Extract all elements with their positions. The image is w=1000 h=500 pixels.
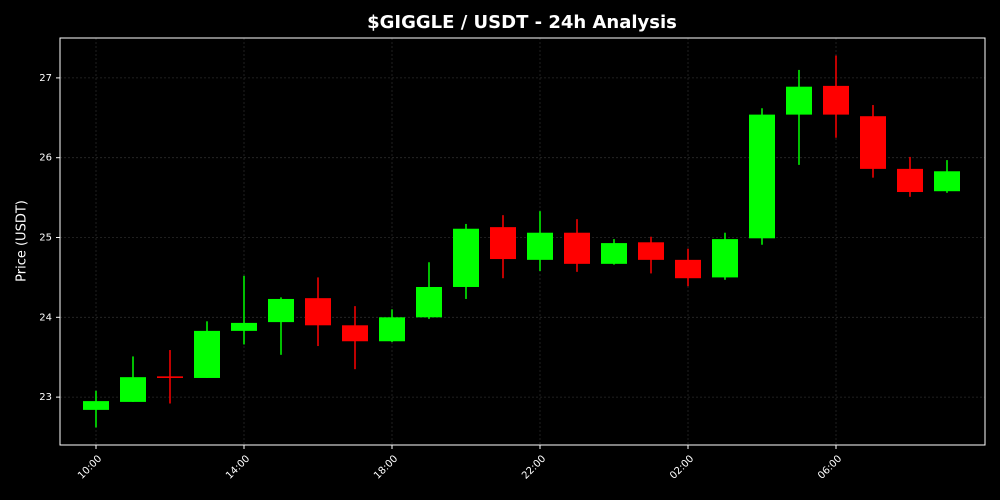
candle-body (490, 227, 516, 260)
candle-body (564, 232, 590, 264)
candle-body (268, 298, 294, 323)
y-tick-label: 23 (39, 392, 52, 403)
candle-body (897, 168, 923, 193)
candle-body (638, 242, 664, 260)
candle-body (749, 114, 775, 239)
candle-body (712, 239, 738, 278)
candle-body (453, 228, 479, 287)
y-tick-label: 24 (39, 312, 52, 323)
candle-body (416, 286, 442, 318)
y-tick-label: 25 (39, 233, 52, 244)
candle-body (379, 317, 405, 342)
y-tick-label: 26 (39, 153, 52, 164)
candle-body (823, 85, 849, 115)
candle-body (527, 232, 553, 260)
candle-body (934, 171, 960, 192)
candle-body (786, 86, 812, 115)
candle-body (157, 376, 183, 378)
chart-title: $GIGGLE / USDT - 24h Analysis (367, 12, 677, 33)
y-axis-title: Price (USDT) (15, 200, 30, 282)
candle-body (342, 325, 368, 342)
candle-body (305, 298, 331, 326)
candle-body (860, 116, 886, 169)
candle-body (601, 243, 627, 264)
candle-body (231, 322, 257, 331)
candle-body (675, 259, 701, 279)
y-tick-label: 27 (39, 73, 52, 84)
candle-body (83, 401, 109, 410)
candle-body (120, 377, 146, 402)
candle-body (194, 330, 220, 378)
plot-frame (59, 37, 986, 446)
